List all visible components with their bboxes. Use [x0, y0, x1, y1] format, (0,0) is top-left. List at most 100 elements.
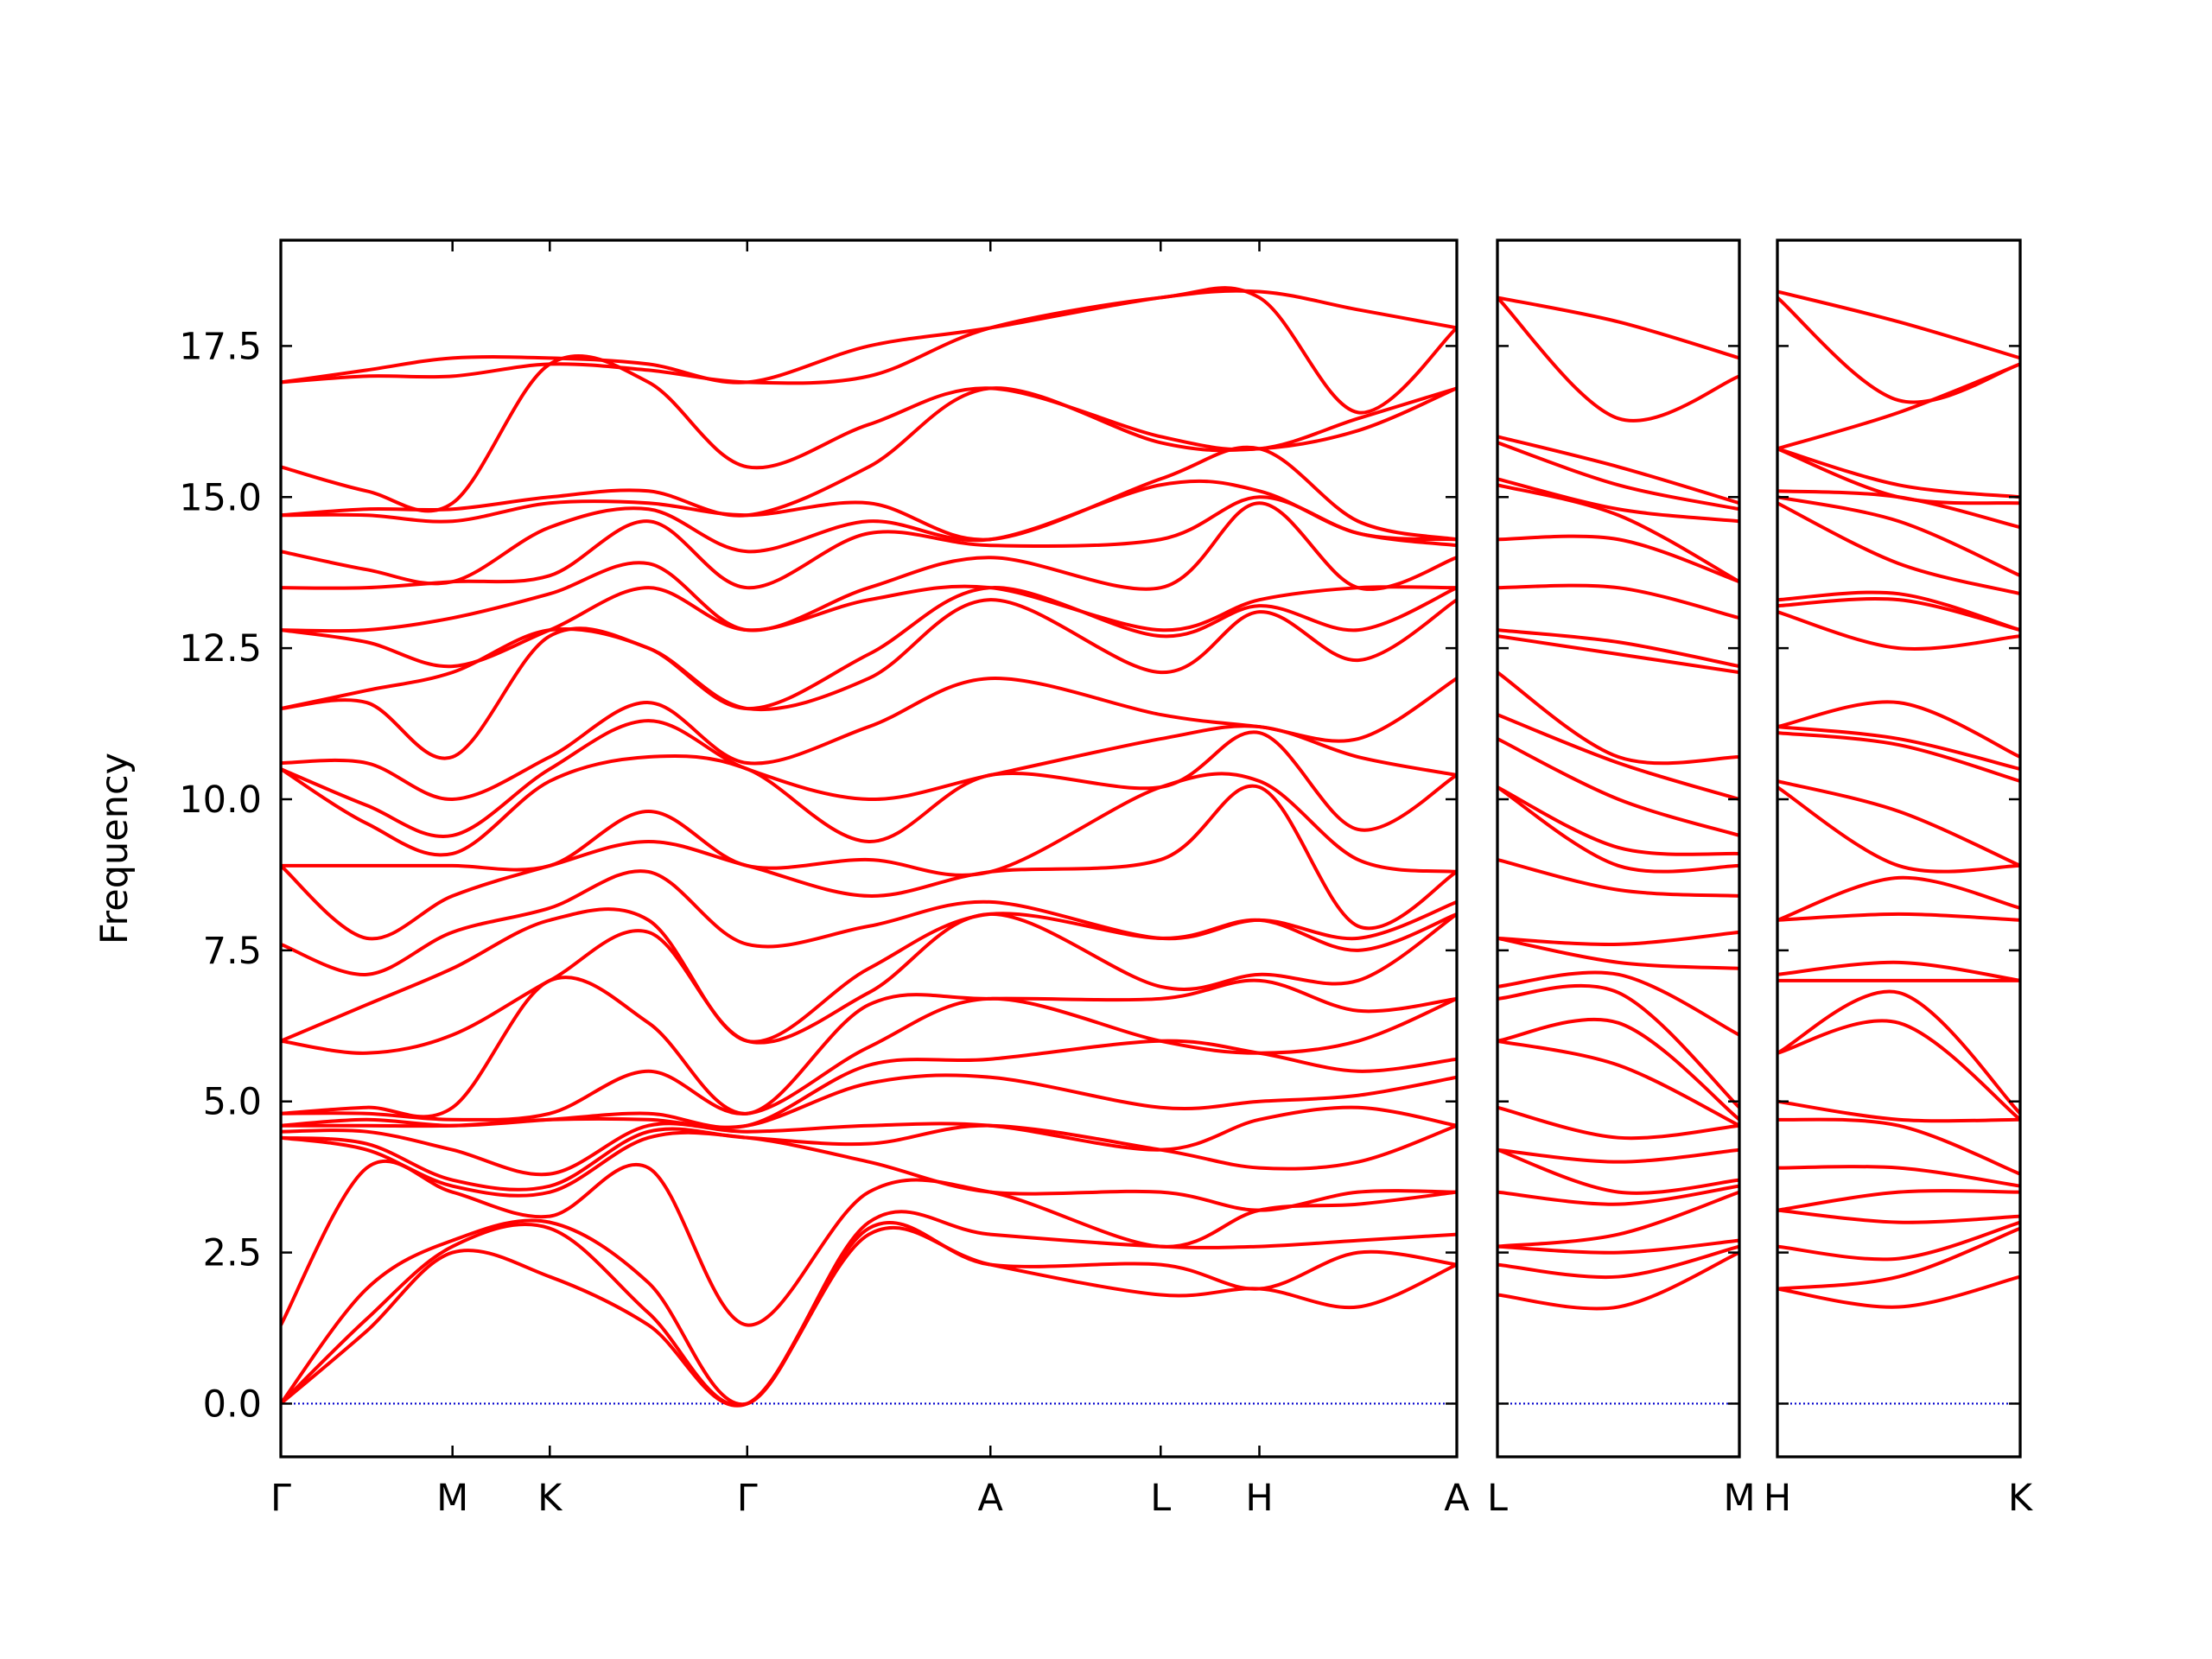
band-line	[1497, 1190, 1739, 1249]
axes-frame	[1496, 238, 1741, 1459]
axes-frame	[1776, 238, 2022, 1459]
axes-frame	[279, 238, 1459, 1459]
band-line	[281, 479, 1457, 586]
band-line	[1497, 936, 1739, 970]
band-line	[281, 1159, 1457, 1327]
band-line	[1497, 857, 1739, 898]
band-line	[281, 598, 1457, 760]
band-line	[281, 501, 1457, 633]
band-line	[1777, 1189, 2020, 1212]
band-line	[1777, 1165, 2020, 1188]
band-line	[1497, 477, 1739, 524]
band-line	[1777, 1274, 2020, 1309]
band-line	[1497, 1238, 1739, 1255]
band-line	[1497, 483, 1739, 583]
y-tick-label: 17.5	[179, 325, 262, 368]
y-tick-label: 7.5	[203, 930, 262, 973]
band-line	[1777, 495, 2020, 578]
band-line	[1777, 447, 2020, 505]
band-line	[1777, 296, 2020, 404]
band-line	[1777, 1117, 2020, 1176]
band-line	[1777, 362, 2020, 451]
band-line	[1777, 447, 2020, 499]
band-line	[1497, 1244, 1739, 1280]
x-tick-label: Γ	[737, 1477, 758, 1520]
band-line	[281, 445, 1457, 542]
x-tick-label: L	[1150, 1477, 1171, 1520]
band-line	[281, 289, 1457, 385]
y-tick-label: 10.0	[179, 779, 262, 822]
band-line	[281, 1105, 1457, 1177]
bands	[1777, 289, 2020, 1405]
y-tick-label: 5.0	[203, 1081, 262, 1124]
band-line	[281, 719, 1457, 839]
band-line	[1497, 671, 1739, 766]
band-line	[1777, 1226, 2020, 1291]
x-tick-label: H	[1245, 1477, 1273, 1520]
y-axis-label: Frequency	[93, 753, 137, 944]
band-line	[1777, 725, 2020, 771]
band-line	[281, 1130, 1457, 1212]
band-line	[1497, 1184, 1739, 1206]
x-tick-label: L	[1487, 1477, 1508, 1520]
band-line	[1497, 1017, 1739, 1122]
band-line	[1777, 1208, 2020, 1224]
band-line	[1497, 634, 1739, 675]
band-line	[1777, 590, 2020, 632]
band-line	[1777, 989, 2020, 1116]
x-tick-label: A	[978, 1477, 1004, 1520]
band-line	[281, 584, 1457, 669]
band-line	[1497, 441, 1739, 512]
band-line	[1777, 875, 2020, 922]
band-line	[1497, 785, 1739, 856]
band-line	[1497, 435, 1739, 505]
band-line	[1777, 912, 2020, 922]
band-line	[281, 1225, 1457, 1408]
band-line	[1777, 289, 2020, 360]
band-line	[1497, 983, 1739, 1109]
band-line	[1497, 1105, 1739, 1141]
band-line	[1777, 700, 2020, 759]
band-line	[281, 976, 1457, 1119]
band-line	[1777, 501, 2020, 596]
band-line	[1497, 785, 1739, 874]
band-line	[281, 1123, 1457, 1192]
band-line	[1497, 628, 1739, 669]
band-line	[281, 772, 1457, 877]
band-line	[1497, 930, 1739, 946]
bands	[281, 286, 1457, 1408]
x-tick-label: H	[1764, 1477, 1791, 1520]
y-tick-label: 2.5	[203, 1232, 262, 1275]
x-tick-label: Γ	[270, 1477, 291, 1520]
band-line	[281, 586, 1457, 711]
y-tick-label: 12.5	[179, 627, 262, 671]
band-line	[1497, 534, 1739, 584]
band-line	[1777, 731, 2020, 783]
band-line	[1497, 1039, 1739, 1128]
bands	[1497, 296, 1739, 1405]
band-line	[1497, 296, 1739, 360]
band-line	[281, 912, 1457, 1055]
x-tick-label: A	[1444, 1477, 1470, 1520]
x-tick-label: M	[436, 1477, 468, 1520]
band-line	[1777, 610, 2020, 651]
x-tick-label: K	[2008, 1477, 2034, 1520]
band-line	[281, 1210, 1457, 1407]
band-line	[1497, 583, 1739, 620]
band-line	[1497, 713, 1739, 801]
band-line	[1497, 1250, 1739, 1311]
band-line	[1777, 960, 2020, 982]
band-line	[281, 677, 1457, 801]
band-line	[281, 869, 1457, 976]
x-tick-label: K	[537, 1477, 563, 1520]
band-line	[1497, 1147, 1739, 1195]
y-tick-label: 0.0	[203, 1382, 262, 1426]
band-line	[281, 286, 1457, 415]
x-tick-label: M	[1723, 1477, 1755, 1520]
band-line	[281, 730, 1457, 857]
band-line	[1777, 1099, 2020, 1123]
band-line	[1777, 779, 2020, 868]
band-line	[1777, 1019, 2020, 1122]
band-line	[1777, 785, 2020, 874]
